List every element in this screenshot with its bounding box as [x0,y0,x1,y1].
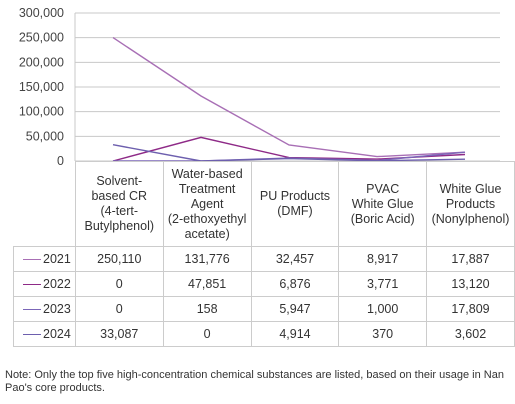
data-label: 8,917 [338,246,428,272]
data-label: 17,809 [426,296,515,322]
data-table: Solvent- based CR (4-tert- Butylphenol) W… [13,161,515,347]
data-label: 0 [74,271,164,297]
data-label: 158 [162,296,252,322]
table-corner [13,161,76,247]
y-tick-label: 200,000 [19,55,64,69]
footnote: Note: Only the top five high-concentrati… [5,369,504,394]
y-tick-label: 250,000 [19,31,64,45]
category-label: PVAC White Glue (Boric Acid) [350,181,415,226]
line-chart: 0 50,000 100,000 150,000 200,000 250,000 300,0… [19,6,500,168]
series-line-2021 [112,37,466,158]
legend-entry: 2023 [13,296,76,322]
legend-entry: 2021 [13,246,76,272]
category-header: Solvent- based CR (4-tert- Butylphenol) [74,161,164,247]
legend-label: 2021 [43,252,71,266]
data-label: 32,457 [250,246,340,272]
data-label: 250,110 [74,246,164,272]
data-label: 4,914 [250,321,340,347]
category-header: White Glue Products (Nonylphenol) [426,161,515,247]
data-label: 33,087 [74,321,164,347]
table-row: 2024 33,087 0 4,914 370 3,602 [13,321,515,347]
legend-label: 2022 [43,277,71,291]
data-label: 5,947 [250,296,340,322]
legend-entry: 2024 [13,321,76,347]
data-label: 17,887 [426,246,515,272]
category-label: White Glue Products (Nonylphenol) [431,181,510,226]
data-label: 131,776 [162,246,252,272]
y-tick-label: 100,000 [19,105,64,119]
data-label: 0 [162,321,252,347]
data-label: 3,602 [426,321,515,347]
legend-swatch [23,284,42,286]
category-label: PU Products (DMF) [259,189,331,218]
data-label: 13,120 [426,271,515,297]
legend-swatch [23,259,42,261]
series-line-2024 [112,144,466,162]
legend-entry: 2022 [13,271,76,297]
legend-label: 2024 [43,327,71,341]
data-label: 370 [338,321,428,347]
data-label: 3,771 [338,271,428,297]
y-tick-label: 150,000 [19,80,64,94]
data-label: 6,876 [250,271,340,297]
category-label: Water-based Treatment Agent (2-ethoxyeth… [167,166,247,241]
legend-swatch [23,309,42,311]
category-header: PU Products (DMF) [250,161,340,247]
category-header: PVAC White Glue (Boric Acid) [338,161,428,247]
y-tick-label: 0 [57,154,64,168]
legend-swatch [23,334,42,336]
y-tick-label: 300,000 [19,6,64,20]
table-row: 2021 250,110 131,776 32,457 8,917 17,887 [13,246,515,272]
data-label: 1,000 [338,296,428,322]
y-tick-label: 50,000 [26,129,64,143]
table-row: 2023 0 158 5,947 1,000 17,809 [13,296,515,322]
table-row: 2022 0 47,851 6,876 3,771 13,120 [13,271,515,297]
data-label: 47,851 [162,271,252,297]
data-label: 0 [74,296,164,322]
category-label: Solvent- based CR (4-tert- Butylphenol) [84,174,155,233]
legend-label: 2023 [43,302,71,316]
category-header: Water-based Treatment Agent (2-ethoxyeth… [162,161,252,247]
